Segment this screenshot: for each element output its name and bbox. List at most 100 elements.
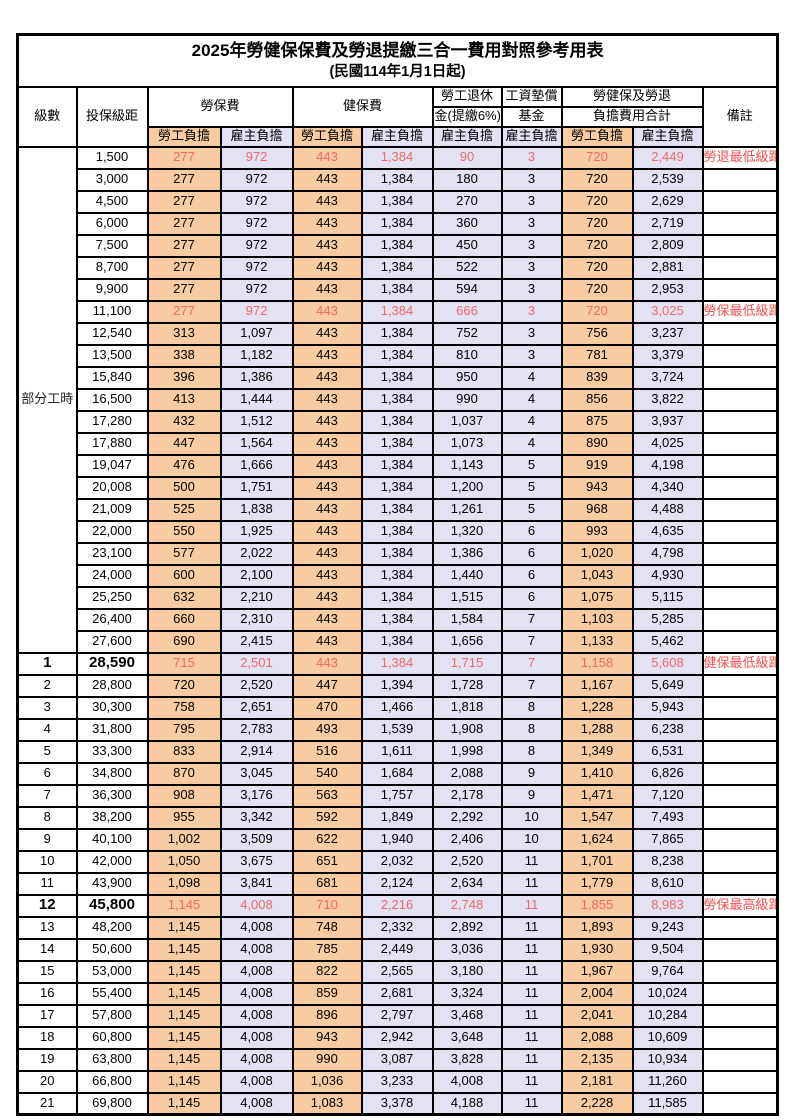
cell-wage-fund-employer: 7 xyxy=(500,629,563,654)
cell-pension-employer: 2,178 xyxy=(431,783,503,808)
cell-labor-employee: 1,145 xyxy=(146,1025,222,1050)
cell-pension-employer: 1,143 xyxy=(431,453,503,478)
cell-health-employer: 1,384 xyxy=(360,387,434,412)
cell-bracket: 12,540 xyxy=(75,321,149,346)
cell-labor-employee: 277 xyxy=(146,233,222,258)
cell-total-employer: 11,585 xyxy=(631,1091,704,1116)
cell-total-employer: 8,610 xyxy=(631,871,704,896)
table-row: 10 42,000 1,050 3,675 651 2,032 2,520 11 1,701 8,… xyxy=(16,849,779,874)
cell-health-employer: 1,384 xyxy=(360,343,434,368)
cell-health-employee: 990 xyxy=(291,1047,363,1072)
cell-health-employer: 1,384 xyxy=(360,145,434,170)
cell-remark xyxy=(701,277,779,302)
cell-bracket: 6,000 xyxy=(75,211,149,236)
cell-bracket: 63,800 xyxy=(75,1047,149,1072)
cell-pension-employer: 1,728 xyxy=(431,673,503,698)
cell-labor-employee: 1,145 xyxy=(146,893,222,918)
cell-wage-fund-employer: 6 xyxy=(500,541,563,566)
cell-health-employer: 1,384 xyxy=(360,475,434,500)
cell-remark xyxy=(701,233,779,258)
table-body: 部分工時 1,500 277 972 443 1,384 90 3 720 2,449 勞退最低級距… xyxy=(16,145,779,1116)
cell-pension-employer: 950 xyxy=(431,365,503,390)
cell-labor-employer: 972 xyxy=(219,277,294,302)
cell-remark: 勞保最低級距 xyxy=(701,299,779,324)
cell-bracket: 45,800 xyxy=(75,893,149,918)
fee-comparison-table: 2025年勞健保保費及勞退提繳三合一費用對照參考用表 (民國114年1月1日起)… xyxy=(16,33,780,1116)
cell-health-employer: 3,378 xyxy=(360,1091,434,1116)
cell-pension-employer: 1,998 xyxy=(431,739,503,764)
header-pension-line1: 勞工退休 xyxy=(431,85,503,108)
cell-total-employee: 2,041 xyxy=(560,1003,634,1028)
cell-health-employee: 443 xyxy=(291,541,363,566)
cell-bracket: 21,009 xyxy=(75,497,149,522)
cell-labor-employer: 1,182 xyxy=(219,343,294,368)
table-row: 21,009 525 1,838 443 1,384 1,261 5 968 4,488 xyxy=(18,497,779,522)
cell-labor-employee: 277 xyxy=(146,211,222,236)
cell-labor-employer: 2,415 xyxy=(219,629,294,654)
cell-remark xyxy=(701,871,779,896)
cell-wage-fund-employer: 11 xyxy=(500,915,563,940)
cell-pension-employer: 3,180 xyxy=(431,959,503,984)
cell-remark xyxy=(701,1003,779,1028)
cell-labor-employee: 1,145 xyxy=(146,915,222,940)
cell-bracket: 15,840 xyxy=(75,365,149,390)
cell-bracket: 33,300 xyxy=(75,739,149,764)
cell-level: 9 xyxy=(16,827,78,852)
table-row: 23,100 577 2,022 443 1,384 1,386 6 1,020 4,798 xyxy=(18,541,779,566)
table-row: 1 28,590 715 2,501 443 1,384 1,715 7 1,158 5,608 健… xyxy=(16,651,779,676)
cell-health-employee: 443 xyxy=(291,497,363,522)
cell-health-employee: 563 xyxy=(291,783,363,808)
cell-health-employer: 1,384 xyxy=(360,299,434,324)
cell-total-employee: 2,228 xyxy=(560,1091,634,1116)
cell-labor-employer: 972 xyxy=(219,189,294,214)
cell-pension-employer: 180 xyxy=(431,167,503,192)
cell-wage-fund-employer: 3 xyxy=(500,343,563,368)
cell-health-employer: 1,384 xyxy=(360,585,434,610)
cell-health-employer: 1,384 xyxy=(360,167,434,192)
cell-health-employee: 443 xyxy=(291,453,363,478)
cell-total-employer: 3,724 xyxy=(631,365,704,390)
cell-total-employee: 1,288 xyxy=(560,717,634,742)
cell-total-employer: 4,488 xyxy=(631,497,704,522)
cell-wage-fund-employer: 3 xyxy=(500,321,563,346)
cell-bracket: 34,800 xyxy=(75,761,149,786)
table-title-block: 2025年勞健保保費及勞退提繳三合一費用對照參考用表 (民國114年1月1日起) xyxy=(16,33,779,88)
cell-bracket: 11,100 xyxy=(75,299,149,324)
cell-health-employee: 443 xyxy=(291,343,363,368)
table-row: 2 28,800 720 2,520 447 1,394 1,728 7 1,167 5,649 xyxy=(16,673,779,698)
cell-remark xyxy=(701,431,779,456)
table-row: 6,000 277 972 443 1,384 360 3 720 2,719 xyxy=(18,211,779,236)
cell-total-employer: 9,504 xyxy=(631,937,704,962)
cell-remark xyxy=(701,673,779,698)
cell-health-employer: 2,216 xyxy=(360,893,434,918)
cell-labor-employer: 972 xyxy=(219,145,294,170)
cell-labor-employee: 1,050 xyxy=(146,849,222,874)
cell-remark xyxy=(701,915,779,940)
cell-level: 14 xyxy=(16,937,78,962)
cell-labor-employer: 972 xyxy=(219,233,294,258)
cell-labor-employer: 1,444 xyxy=(219,387,294,412)
page-subtitle: (民國114年1月1日起) xyxy=(329,63,466,80)
cell-health-employer: 2,681 xyxy=(360,981,434,1006)
cell-health-employer: 2,332 xyxy=(360,915,434,940)
cell-remark xyxy=(701,387,779,412)
cell-health-employer: 1,539 xyxy=(360,717,434,742)
cell-health-employee: 443 xyxy=(291,365,363,390)
cell-labor-employer: 2,783 xyxy=(219,717,294,742)
cell-level: 15 xyxy=(16,959,78,984)
cell-total-employee: 1,855 xyxy=(560,893,634,918)
cell-remark xyxy=(701,453,779,478)
cell-remark xyxy=(701,585,779,610)
cell-labor-employer: 1,751 xyxy=(219,475,294,500)
cell-bracket: 40,100 xyxy=(75,827,149,852)
cell-pension-employer: 1,818 xyxy=(431,695,503,720)
header-labor-employer-burden: 雇主負擔 xyxy=(219,125,294,148)
cell-health-employer: 1,384 xyxy=(360,497,434,522)
table-row: 4 31,800 795 2,783 493 1,539 1,908 8 1,288 6,238 xyxy=(16,717,779,742)
cell-pension-employer: 1,261 xyxy=(431,497,503,522)
cell-total-employee: 875 xyxy=(560,409,634,434)
cell-labor-employer: 1,386 xyxy=(219,365,294,390)
cell-bracket: 26,400 xyxy=(75,607,149,632)
cell-labor-employer: 4,008 xyxy=(219,1003,294,1028)
